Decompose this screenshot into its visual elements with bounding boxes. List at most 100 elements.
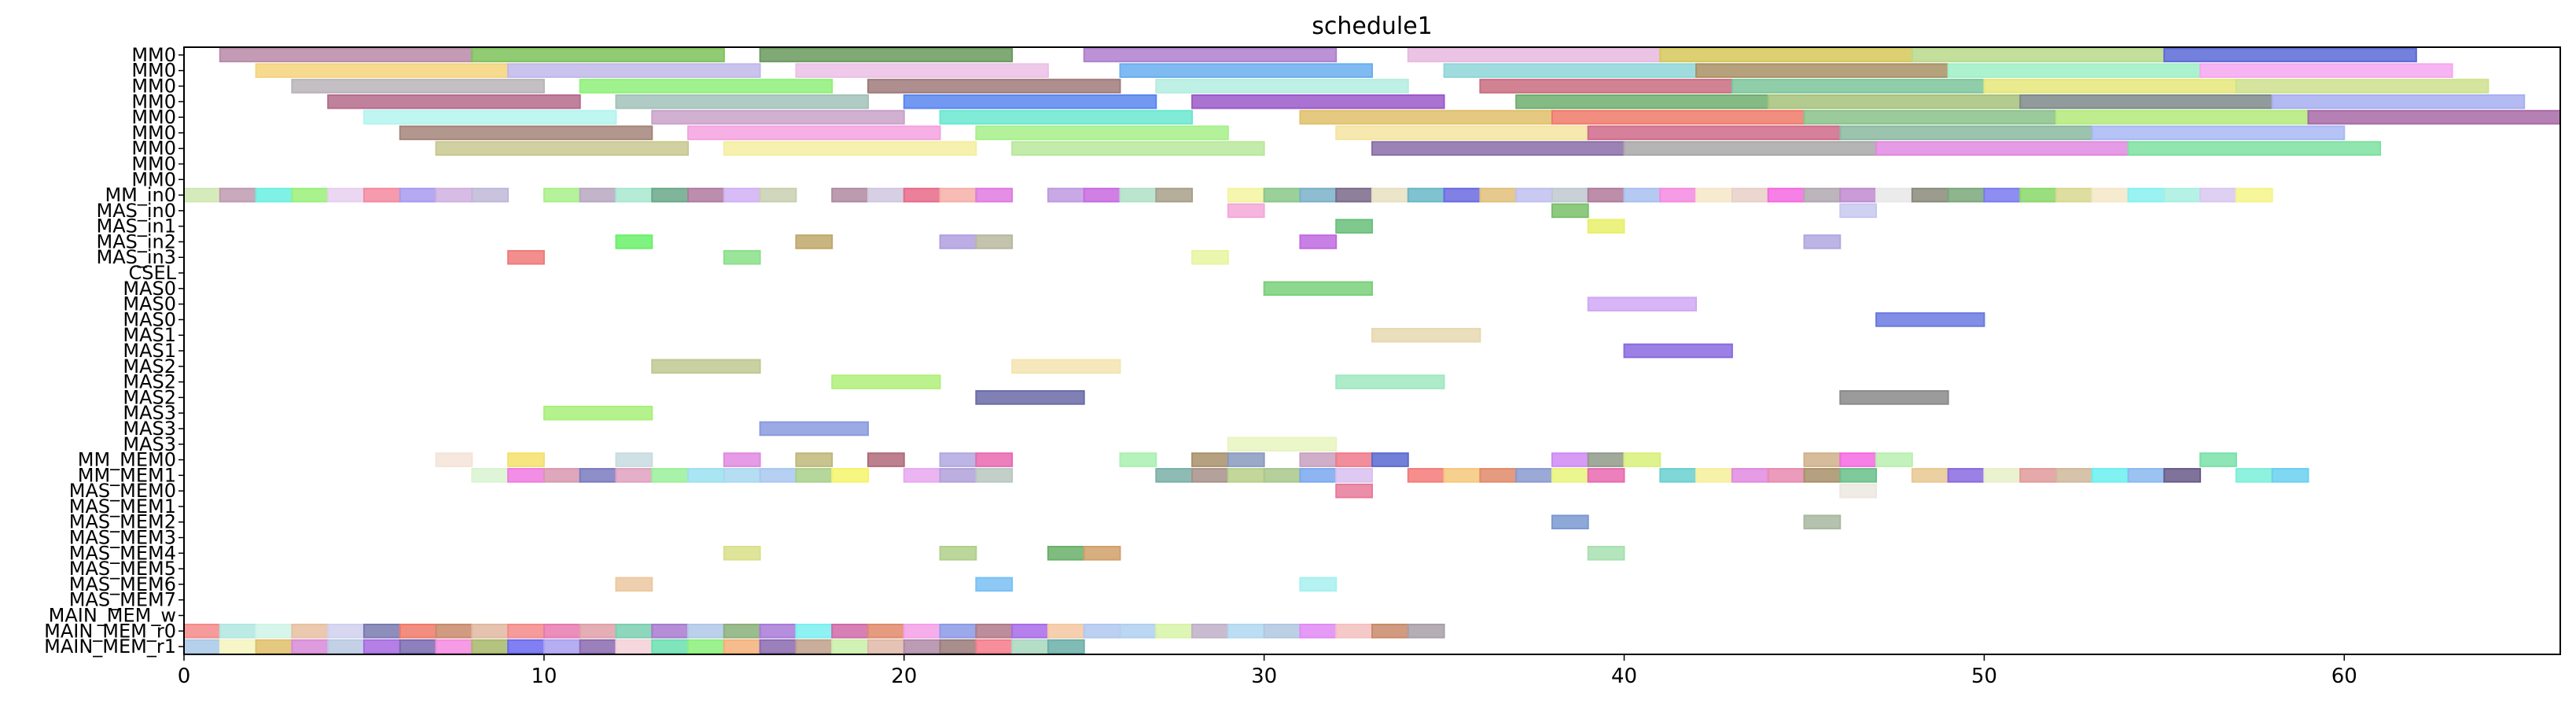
- task-bar: [507, 639, 545, 654]
- task-bar: [651, 109, 905, 125]
- task-bar: [867, 187, 905, 203]
- y-tick-label: MAS3: [123, 418, 176, 440]
- task-bar: [1299, 577, 1338, 592]
- task-bar: [1479, 187, 1518, 203]
- task-bar: [687, 468, 725, 483]
- task-bar: [1875, 187, 1913, 203]
- task-bar: [903, 639, 941, 654]
- task-bar: [327, 187, 365, 203]
- task-bar: [2127, 187, 2166, 203]
- task-bar: [831, 623, 869, 639]
- task-bar: [723, 546, 761, 561]
- task-bar: [723, 468, 761, 483]
- task-bar: [1839, 125, 2093, 141]
- task-bar: [615, 187, 653, 203]
- task-bar: [831, 468, 869, 483]
- task-bar: [831, 187, 869, 203]
- task-bar: [183, 639, 221, 654]
- task-bar: [1371, 141, 1625, 156]
- y-tick-label: MAS_MEM4: [69, 542, 176, 564]
- task-bar: [399, 125, 653, 141]
- task-bar: [795, 639, 834, 654]
- task-bar: [795, 234, 834, 249]
- task-bar: [219, 623, 257, 639]
- task-bar: [1659, 468, 1698, 483]
- task-bar: [1335, 219, 1374, 234]
- y-tick-label: MAS0: [123, 293, 176, 315]
- task-bar: [2127, 141, 2382, 156]
- y-tick-label: MAS3: [123, 402, 176, 424]
- task-bar: [1551, 514, 1589, 530]
- task-bar: [1731, 468, 1769, 483]
- task-bar: [362, 187, 401, 203]
- task-bar: [471, 639, 510, 654]
- task-bar: [1047, 546, 1085, 561]
- task-bar: [1407, 47, 1662, 63]
- task-bar: [507, 452, 545, 467]
- chart-title: schedule1: [1312, 13, 1433, 40]
- y-tick-label: CSEL: [128, 262, 176, 284]
- task-bar: [1803, 514, 1842, 530]
- task-bar: [1155, 187, 1194, 203]
- task-bar: [759, 187, 797, 203]
- task-bar: [759, 421, 869, 437]
- task-bar: [1551, 452, 1589, 467]
- task-bar: [291, 79, 545, 94]
- task-bar: [2019, 468, 2057, 483]
- y-tick-label: MAS_in1: [96, 216, 176, 238]
- task-bar: [2199, 187, 2237, 203]
- task-bar: [399, 639, 437, 654]
- task-bar: [1191, 452, 1229, 467]
- x-tick-label: 20: [891, 665, 917, 688]
- task-bar: [687, 125, 941, 141]
- task-bar: [1263, 281, 1373, 297]
- task-bar: [1587, 452, 1625, 467]
- y-tick-label: MAIN_MEM_r0: [44, 620, 176, 642]
- task-bar: [759, 468, 797, 483]
- task-bar: [939, 468, 977, 483]
- task-bar: [362, 623, 401, 639]
- task-bar: [471, 468, 510, 483]
- task-bar: [1227, 437, 1338, 452]
- task-bar: [651, 187, 690, 203]
- y-tick-label: MM0: [131, 138, 176, 160]
- task-bar: [1803, 187, 1842, 203]
- task-bar: [1767, 94, 2022, 109]
- y-tick-label: MAS1: [123, 340, 176, 362]
- y-tick-label: MAS_MEM6: [69, 573, 176, 595]
- y-tick-label: MM0: [131, 60, 176, 82]
- y-tick-label: MAIN_MEM_w: [49, 605, 176, 627]
- task-bar: [1875, 141, 2129, 156]
- task-bar: [939, 623, 977, 639]
- task-bar: [651, 623, 690, 639]
- task-bar: [2091, 468, 2129, 483]
- task-bar: [1623, 452, 1662, 467]
- y-tick-label: MAS_MEM7: [69, 589, 176, 611]
- task-bar: [867, 452, 905, 467]
- task-bar: [1299, 234, 1338, 249]
- task-bar: [687, 623, 725, 639]
- task-bar: [651, 359, 761, 374]
- y-tick-label: MM0: [131, 90, 176, 112]
- y-tick-label: MAS_MEM2: [69, 511, 176, 533]
- task-bar: [327, 623, 365, 639]
- task-bar: [1731, 79, 1985, 94]
- task-bar: [1911, 47, 2166, 63]
- task-bar: [2307, 109, 2561, 125]
- y-tick-label: MAS2: [123, 371, 176, 393]
- task-bar: [651, 468, 690, 483]
- task-bar: [1371, 187, 1409, 203]
- task-bar: [2163, 47, 2417, 63]
- task-bar: [1335, 468, 1374, 483]
- task-bar: [723, 187, 761, 203]
- task-bar: [975, 452, 1014, 467]
- task-bar: [1083, 546, 1121, 561]
- task-bar: [362, 109, 617, 125]
- x-tick-label: 10: [531, 665, 557, 688]
- x-tick-label: 0: [178, 665, 191, 688]
- task-bar: [1119, 187, 1157, 203]
- task-bar: [543, 468, 581, 483]
- task-bar: [1011, 141, 1265, 156]
